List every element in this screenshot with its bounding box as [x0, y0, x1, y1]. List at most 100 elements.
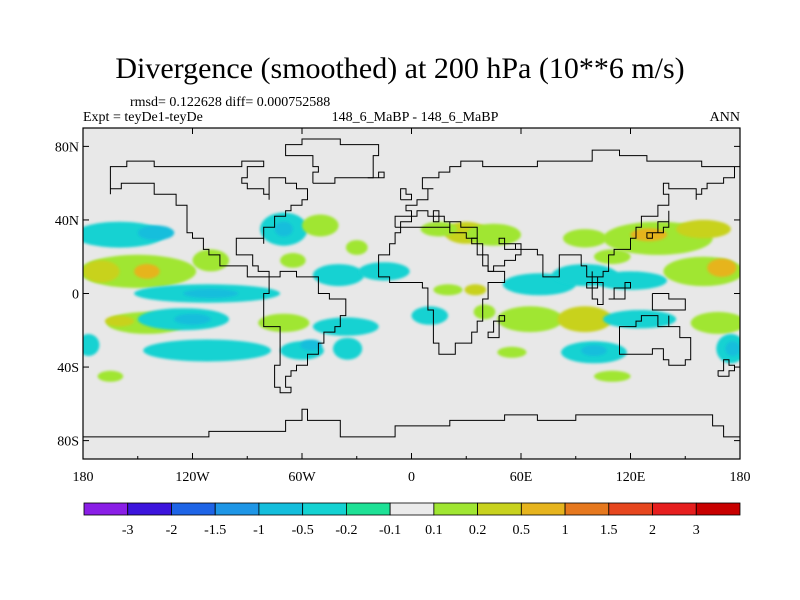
- experiment-label: Expt = teyDe1-teyDe: [83, 110, 203, 125]
- colorbar-swatch-7: [389, 502, 435, 516]
- colorbar-label: -1.5: [204, 523, 226, 538]
- coastline-2: [394, 149, 740, 289]
- anomaly-blob-9: [104, 315, 135, 327]
- anomaly-blob-53: [473, 304, 496, 320]
- anomaly-blob-50: [725, 341, 740, 357]
- anomaly-blob-37: [707, 258, 737, 277]
- coastline-3: [619, 315, 692, 366]
- anomaly-blob-26: [345, 240, 368, 255]
- colorbar-label: -0.2: [335, 523, 357, 538]
- colorbar-swatch-1: [127, 502, 172, 516]
- colorbar-label: 2: [649, 523, 656, 538]
- anomaly-blob-40: [676, 219, 731, 239]
- stats-label: rmsd= 0.122628 diff= 0.000752588: [130, 95, 331, 110]
- anomaly-blob-32: [420, 221, 458, 237]
- anomaly-blob-24: [333, 337, 363, 360]
- anomaly-blob-45: [603, 310, 677, 329]
- anomaly-blob-35: [594, 271, 667, 290]
- colorbar-label: -0.1: [379, 523, 401, 538]
- anomaly-blob-23: [312, 317, 379, 336]
- y-tick-label: 40N: [55, 214, 79, 229]
- colorbar-label: 0.5: [513, 523, 531, 538]
- x-tick-label: 180: [73, 470, 94, 485]
- anomaly-blob-5: [192, 249, 230, 272]
- anomaly-blob-3: [83, 260, 120, 283]
- colorbar-label: 0.2: [469, 523, 487, 538]
- anomaly-blob-14: [97, 370, 124, 382]
- y-tick-label: 40S: [57, 361, 79, 376]
- colorbar-swatch-8: [433, 502, 478, 516]
- anomaly-blob-31: [466, 223, 521, 246]
- colorbar-label: 1: [562, 523, 569, 538]
- anomaly-blob-19: [274, 221, 293, 237]
- anomaly-blob-42: [594, 249, 631, 265]
- anomaly-blob-1: [137, 225, 175, 241]
- colorbar-swatch-5: [302, 502, 347, 516]
- colorbar-swatch-4: [258, 502, 304, 516]
- colorbar: -3 -2 -1.5 -1 -0.5 -0.2 -0.1 0.1 0.2 0.5 1 1.5 2 3: [83, 502, 741, 538]
- chart-title: Divergence (smoothed) at 200 hPa (10**6 …: [115, 52, 685, 85]
- anomaly-blob-22: [280, 253, 306, 268]
- anomaly-blob-17: [300, 339, 322, 351]
- x-tick-label: 60E: [510, 470, 533, 485]
- coastline-11: [400, 188, 412, 201]
- anomaly-blob-44: [557, 306, 613, 333]
- cases-label: 148_6_MaBP - 148_6_MaBP: [331, 110, 499, 125]
- colorbar-swatch-3: [214, 502, 260, 516]
- anomaly-blob-13: [83, 334, 100, 356]
- anomaly-blob-28: [464, 284, 487, 296]
- coastline-0: [109, 160, 347, 394]
- anomaly-blob-20: [302, 214, 339, 237]
- colorbar-label: -1: [253, 523, 265, 538]
- colorbar-swatch-10: [520, 502, 566, 516]
- colorbar-label: -3: [122, 523, 134, 538]
- coastline-9: [651, 293, 686, 311]
- y-tick-label: 80N: [55, 140, 79, 155]
- anomaly-blob-11: [174, 313, 211, 325]
- colorbar-swatch-0: [83, 502, 129, 516]
- anomaly-blob-29: [411, 306, 449, 325]
- coastline-5: [83, 408, 740, 438]
- coastline-layer: [83, 138, 740, 438]
- anomaly-blob-46: [690, 311, 740, 334]
- colorbar-label: 3: [693, 523, 700, 538]
- colorbar-label: -0.5: [292, 523, 314, 538]
- coastline-7: [586, 282, 604, 305]
- colorbar-label: 0.1: [425, 523, 443, 538]
- anomaly-blob-48: [581, 345, 607, 356]
- coastline-10: [646, 210, 670, 239]
- x-tick-label: 0: [408, 470, 415, 485]
- colorbar-swatch-11: [564, 502, 610, 516]
- y-tick-label: 80S: [57, 435, 79, 450]
- coastline-12: [367, 171, 385, 179]
- colorbar-label: -2: [166, 523, 178, 538]
- anomaly-blob-4: [134, 264, 160, 279]
- colorbar-swatch-9: [477, 502, 522, 516]
- anomaly-blob-7: [183, 288, 239, 299]
- anomaly-blob-21: [312, 264, 365, 287]
- colorbar-label: 1.5: [600, 523, 618, 538]
- season-label: ANN: [709, 110, 740, 125]
- anomaly-blob-52: [497, 346, 527, 358]
- anomaly-blob-25: [358, 262, 410, 281]
- x-tick-label: 120W: [175, 470, 210, 485]
- colorbar-swatch-13: [652, 502, 697, 516]
- coastline-4: [285, 138, 380, 184]
- x-tick-label: 120E: [616, 470, 646, 485]
- y-axis: 80N 40N 0 40S 80S: [55, 140, 740, 450]
- anomaly-blob-27: [433, 284, 463, 296]
- coastline-1: [378, 226, 506, 355]
- x-tick-label: 60W: [288, 470, 316, 485]
- y-tick-label: 0: [72, 288, 79, 303]
- coastline-8: [608, 282, 631, 300]
- anomaly-blob-15: [143, 339, 271, 362]
- colorbar-swatch-12: [608, 502, 653, 516]
- colorbar-swatch-6: [345, 502, 391, 516]
- coastline-13: [717, 359, 735, 377]
- colorbar-swatch-14: [695, 502, 741, 516]
- coastline-6: [487, 315, 506, 339]
- x-axis: 180 120W 60W 0 60E 120E 180: [73, 128, 751, 485]
- x-tick-label: 180: [730, 470, 751, 485]
- anomaly-blob-43: [497, 306, 563, 333]
